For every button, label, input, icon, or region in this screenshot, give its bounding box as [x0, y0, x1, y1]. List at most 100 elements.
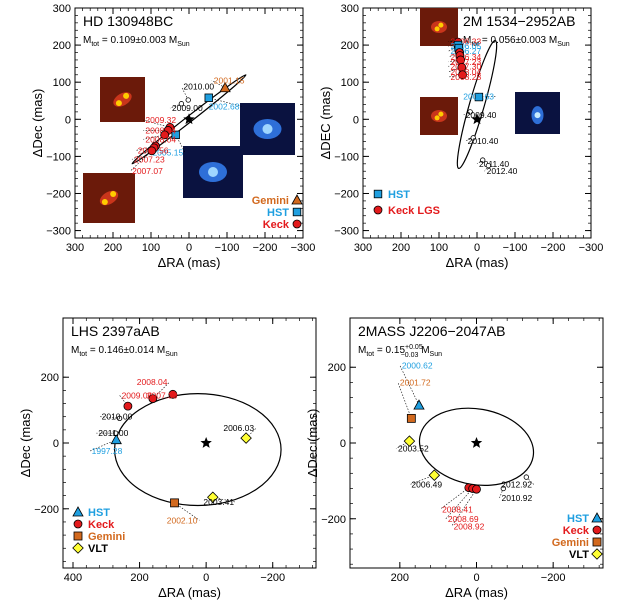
- mass-part: Sun: [165, 351, 178, 358]
- point-leader-line: [448, 74, 463, 78]
- epoch-label: 2008.92: [454, 521, 485, 531]
- legend-marker-gemini: [73, 531, 83, 541]
- data-point-keck: [148, 394, 158, 403]
- data-point-keck: [472, 484, 481, 494]
- point-leader-line: [399, 365, 420, 406]
- epoch-label: 2008.41: [442, 504, 473, 514]
- y-tick-label: −200: [34, 504, 59, 516]
- data-point-vlt: [207, 491, 219, 504]
- mass-part: tot: [366, 351, 374, 358]
- data-point-open: [523, 474, 530, 480]
- mass-part: Sun: [430, 351, 443, 358]
- star-icon: [183, 113, 195, 125]
- legend-label: VLT: [569, 549, 589, 561]
- x-tick-label: 0: [474, 242, 480, 254]
- chart-title: LHS 2397aAB: [71, 323, 160, 339]
- data-point-hst: [204, 93, 213, 102]
- star-icon: [200, 437, 212, 448]
- inset-glow: [431, 110, 447, 122]
- legend-label: Gemini: [252, 195, 289, 207]
- data-point-hst: [474, 92, 484, 102]
- chart-title: 2M 1534−2952AB: [463, 13, 575, 29]
- epoch-label: 2003.52: [398, 444, 429, 454]
- y-tick-label: −200: [46, 188, 71, 200]
- epoch-label: 2002.68: [209, 101, 240, 111]
- x-tick-label: −100: [503, 242, 528, 254]
- legend-marker-keck: [373, 205, 383, 215]
- point-leader-line: [448, 59, 461, 63]
- y-tick-label: 300: [341, 3, 359, 15]
- epoch-label: 2008.24: [145, 125, 176, 135]
- legend-label: Gemini: [88, 531, 125, 543]
- mass-part: tot: [91, 41, 99, 48]
- mass-part: M: [358, 345, 366, 356]
- x-tick-label: −100: [215, 242, 240, 254]
- epoch-label: 2000.62: [402, 360, 433, 370]
- orbit-ellipse: [113, 393, 282, 507]
- orbit-ellipse: [456, 39, 498, 170]
- epoch-label: 2011.40: [479, 159, 509, 169]
- x-tick-label: 100: [430, 242, 448, 254]
- legend-label: Keck: [263, 219, 290, 231]
- point-leader-line: [211, 80, 226, 89]
- epoch-label: 2007.30: [147, 390, 178, 400]
- legend-marker-hst: [373, 189, 383, 199]
- legend-marker-hst: [591, 512, 603, 523]
- y-tick-label: 300: [53, 3, 71, 15]
- point-leader-line: [174, 502, 200, 521]
- x-tick-label: 200: [104, 242, 122, 254]
- y-tick-label: 200: [53, 40, 71, 52]
- inset-star: [110, 191, 117, 197]
- epoch-label: 2005.15: [152, 148, 183, 158]
- point-leader-line: [169, 103, 182, 109]
- data-point-open: [485, 162, 492, 169]
- x-tick-label: 300: [66, 242, 84, 254]
- x-tick-label: −300: [579, 242, 604, 254]
- epoch-label: 2010.00: [183, 82, 214, 92]
- y-tick-label: −300: [334, 226, 359, 238]
- y-tick-label: −200: [321, 514, 346, 526]
- chart-panel-1: 300 200 100 0 −100 −200 −300 300 200 100 0 −100 −200…: [30, 3, 315, 270]
- mass-part: M: [83, 35, 91, 46]
- mass-part: Sun: [557, 41, 570, 48]
- chart-panel-2: 300 200 100 0 −100 −200 −300 300 200 100 0 −100 −200…: [318, 3, 603, 270]
- epoch-label: 2012.40: [487, 166, 518, 176]
- epoch-label: 2010.00: [102, 412, 133, 422]
- data-point-keck: [147, 146, 157, 156]
- x-tick-label: −300: [291, 242, 316, 254]
- binary-image-3: [515, 92, 560, 134]
- data-point-keck: [123, 401, 133, 411]
- epoch-label: 2009.00: [172, 103, 203, 113]
- point-leader-line: [99, 416, 120, 419]
- legend-marker-vlt: [72, 542, 84, 554]
- legend-marker-keck: [292, 219, 302, 229]
- data-point-open: [480, 157, 486, 163]
- data-point-open: [185, 97, 191, 103]
- x-tick-label: −200: [260, 572, 285, 584]
- epoch-label: 2008.69: [448, 514, 479, 524]
- legend: HST Keck LGS: [373, 189, 440, 217]
- mass-part: −0.03: [401, 352, 419, 359]
- data-point-vlt: [240, 432, 252, 444]
- legend-label: Keck: [563, 525, 590, 537]
- legend-label: HST: [88, 507, 110, 519]
- legend-marker-gemini: [291, 194, 303, 205]
- legend-label: VLT: [88, 543, 108, 555]
- x-tick-label: 200: [130, 572, 148, 584]
- x-tick-label: 0: [473, 572, 479, 584]
- y-tick-label: 0: [340, 438, 346, 450]
- x-tick-label: 0: [186, 242, 192, 254]
- total-mass-label: Mtot = 0.056±0.003 MSun: [463, 35, 570, 48]
- point-leader-line: [89, 439, 117, 452]
- epoch-label: 2008.04: [145, 134, 176, 144]
- data-point-open: [116, 415, 123, 422]
- data-point-vlt: [428, 469, 441, 481]
- legend-label: HST: [388, 189, 410, 201]
- data-point-open: [467, 109, 473, 115]
- mass-part: tot: [471, 41, 479, 48]
- legend-marker-keck: [592, 525, 602, 535]
- epoch-label: 2009.40: [466, 110, 497, 120]
- epoch-label: 2010.40: [468, 136, 499, 146]
- total-mass-label: Mtot = 0.109±0.003 MSun: [83, 35, 190, 48]
